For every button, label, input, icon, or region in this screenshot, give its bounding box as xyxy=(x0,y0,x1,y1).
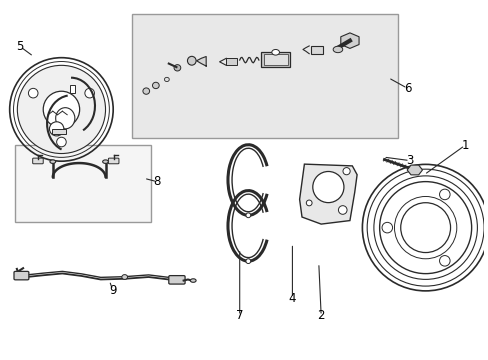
Bar xyxy=(52,129,66,134)
Polygon shape xyxy=(196,57,206,66)
Ellipse shape xyxy=(85,88,94,98)
Text: 2: 2 xyxy=(317,309,324,322)
Circle shape xyxy=(271,49,279,55)
Text: 9: 9 xyxy=(109,284,116,297)
Ellipse shape xyxy=(56,108,75,129)
Text: 3: 3 xyxy=(406,154,413,167)
Ellipse shape xyxy=(43,91,80,128)
Bar xyxy=(132,14,397,138)
Ellipse shape xyxy=(187,57,196,65)
Ellipse shape xyxy=(305,200,311,206)
Bar xyxy=(261,52,289,67)
Ellipse shape xyxy=(332,46,342,53)
Ellipse shape xyxy=(152,82,159,89)
Ellipse shape xyxy=(57,137,66,147)
Text: 4: 4 xyxy=(288,292,296,305)
FancyBboxPatch shape xyxy=(14,271,29,280)
Ellipse shape xyxy=(190,279,196,282)
FancyBboxPatch shape xyxy=(168,276,184,284)
Ellipse shape xyxy=(245,213,250,218)
Ellipse shape xyxy=(17,66,105,153)
Ellipse shape xyxy=(174,65,181,71)
Ellipse shape xyxy=(50,160,56,163)
Text: 7: 7 xyxy=(236,309,243,322)
Polygon shape xyxy=(299,164,356,224)
Bar xyxy=(69,85,75,93)
FancyBboxPatch shape xyxy=(108,158,119,164)
Ellipse shape xyxy=(400,203,449,253)
Ellipse shape xyxy=(381,222,392,233)
Text: 8: 8 xyxy=(153,175,161,188)
Ellipse shape xyxy=(439,189,449,200)
Ellipse shape xyxy=(245,259,250,264)
Ellipse shape xyxy=(28,88,38,98)
Text: 1: 1 xyxy=(460,139,468,152)
Ellipse shape xyxy=(142,88,149,94)
Text: 6: 6 xyxy=(403,82,410,95)
Bar xyxy=(226,58,236,66)
Ellipse shape xyxy=(338,206,346,214)
Bar xyxy=(310,46,322,54)
Text: 5: 5 xyxy=(17,40,24,53)
FancyBboxPatch shape xyxy=(33,158,43,164)
Ellipse shape xyxy=(312,171,343,203)
Bar xyxy=(16,145,151,222)
Ellipse shape xyxy=(122,275,127,279)
Ellipse shape xyxy=(49,122,64,136)
Ellipse shape xyxy=(439,256,449,266)
Ellipse shape xyxy=(342,168,349,175)
Ellipse shape xyxy=(164,77,169,82)
Ellipse shape xyxy=(102,160,108,163)
Bar xyxy=(263,54,287,66)
